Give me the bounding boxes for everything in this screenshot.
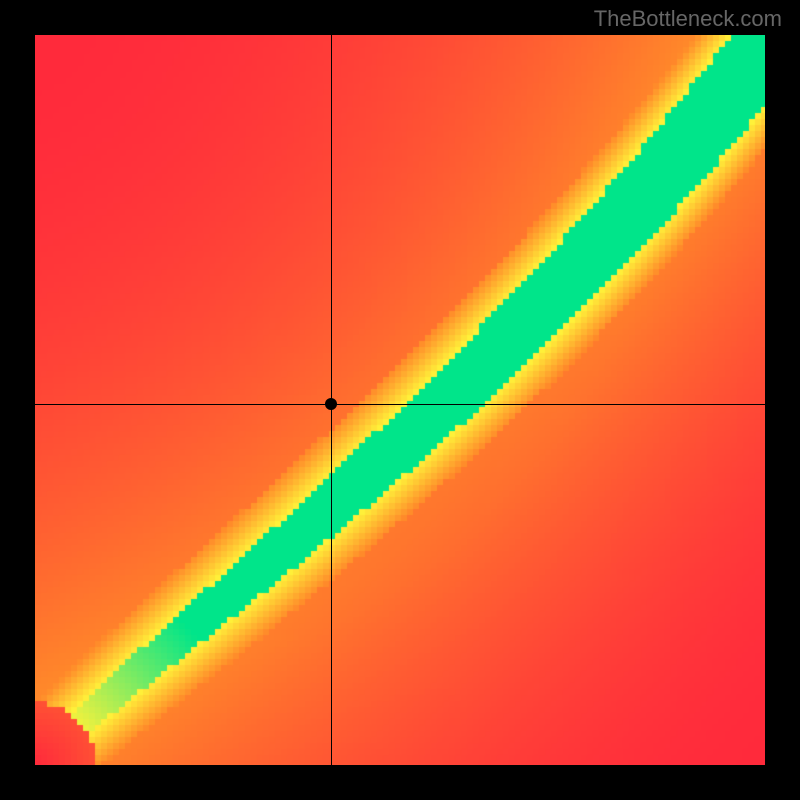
crosshair-horizontal — [35, 404, 765, 405]
heatmap-canvas — [35, 35, 765, 765]
chart-container: TheBottleneck.com — [0, 0, 800, 800]
plot-area — [35, 35, 765, 765]
watermark-text: TheBottleneck.com — [594, 6, 782, 32]
crosshair-marker-dot — [325, 398, 337, 410]
